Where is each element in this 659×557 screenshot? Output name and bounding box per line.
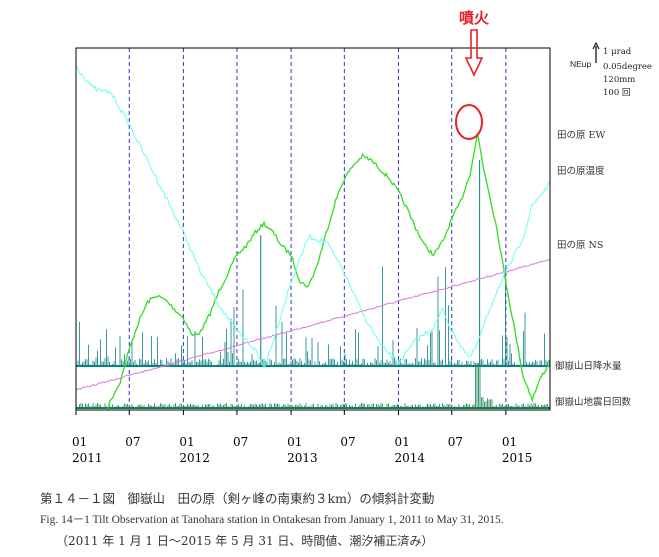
- x-tick-month: 07: [340, 435, 355, 449]
- x-tick-month: 01: [502, 435, 517, 449]
- caption-english: Fig. 14－1 Tilt Observation at Tanohara s…: [40, 514, 504, 526]
- month-grid-lines: [128, 48, 507, 410]
- x-tick-month: 01: [287, 435, 302, 449]
- x-tick-year: 2011: [72, 451, 103, 465]
- label-ns: 田の原 NS: [557, 240, 603, 251]
- bar-series-layer: [76, 160, 550, 409]
- label-rain: 御嶽山日降水量: [555, 360, 622, 372]
- caption-note: （2011 年 1 月 1 日～2015 年 5 月 31 日、時間値、潮汐補正…: [56, 534, 434, 548]
- line-series-layer: [76, 65, 550, 410]
- eruption-arrow-icon: [464, 29, 484, 77]
- x-tick-month: 07: [125, 435, 140, 449]
- eruption-label: 噴火: [459, 9, 490, 27]
- label-temp: 田の原温度: [557, 165, 605, 177]
- x-tick-month: 01: [394, 435, 409, 449]
- x-tick-month: 01: [72, 435, 87, 449]
- label-ew: 田の原 EW: [557, 130, 605, 141]
- scale-legend: NEup 1 μrad 0.05degree 120mm 100 回: [570, 41, 652, 98]
- x-tick-month: 07: [233, 435, 248, 449]
- plot-frame: [75, 47, 551, 411]
- series-line: [76, 259, 550, 391]
- x-tick-year: 2014: [394, 451, 425, 465]
- scale-arrow-icon: [592, 41, 600, 50]
- rain-bars: [77, 266, 550, 366]
- series-line: [76, 65, 550, 370]
- x-tick-year: 2015: [502, 451, 533, 465]
- x-axis-ticks: 01 2011 07 01 2012 07 01 2013 07 01 2014 07 01 2015: [72, 410, 532, 465]
- series-labels: 田の原 EW 田の原温度 田の原 NS 御嶽山日降水量 御嶽山地震日回数: [555, 130, 632, 408]
- x-tick-year: 2013: [287, 451, 318, 465]
- x-tick-month: 07: [448, 435, 463, 449]
- scale-label-3: 100 回: [603, 88, 630, 98]
- scale-label-2: 120mm: [603, 75, 635, 85]
- caption-japanese: 第１４－１図 御嶽山 田の原（剣ヶ峰の南東約３km）の傾斜計変動: [40, 491, 435, 506]
- x-tick-year: 2012: [179, 451, 210, 465]
- scale-label-0: 1 μrad: [603, 47, 632, 57]
- scale-label-1: 0.05degree: [603, 62, 652, 72]
- eruption-circle: [455, 104, 483, 140]
- series-line: [76, 132, 550, 410]
- label-quake: 御嶽山地震日回数: [555, 396, 632, 408]
- scale-direction: NEup: [570, 59, 592, 69]
- x-tick-month: 01: [179, 435, 194, 449]
- eruption-marker: 噴火: [455, 9, 490, 140]
- quake-bars: [77, 363, 550, 408]
